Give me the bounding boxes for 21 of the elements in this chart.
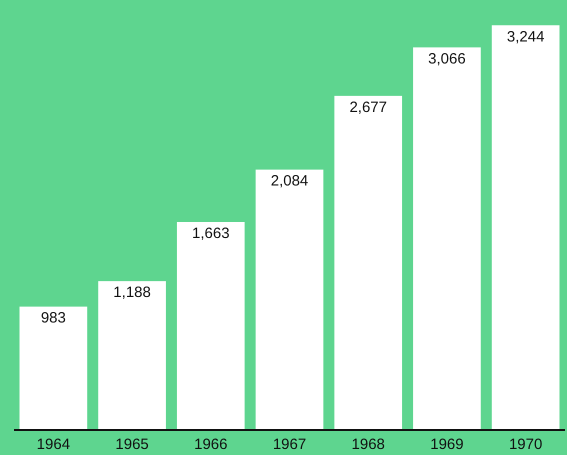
x-tick-label: 1965 — [115, 436, 149, 453]
bar — [98, 281, 166, 429]
data-label: 2,677 — [349, 98, 387, 116]
data-label: 3,066 — [428, 50, 466, 68]
data-label: 3,244 — [506, 28, 544, 46]
x-tick-label: 1964 — [36, 436, 70, 453]
data-label: 1,188 — [113, 284, 151, 302]
data-label: 1,663 — [192, 225, 230, 242]
x-tick-label: 1967 — [272, 436, 306, 453]
bar — [413, 47, 481, 429]
x-tick-label: 1970 — [508, 436, 542, 453]
data-label: 983 — [40, 310, 66, 327]
bar — [256, 170, 324, 429]
bar — [20, 306, 88, 429]
bar — [492, 25, 560, 429]
x-tick-label: 1966 — [194, 436, 228, 453]
bar — [176, 222, 245, 429]
bar — [334, 96, 402, 429]
data-label: 2,084 — [270, 172, 308, 190]
x-tick-label: 1968 — [352, 436, 385, 453]
x-tick-label: 1969 — [430, 436, 464, 453]
